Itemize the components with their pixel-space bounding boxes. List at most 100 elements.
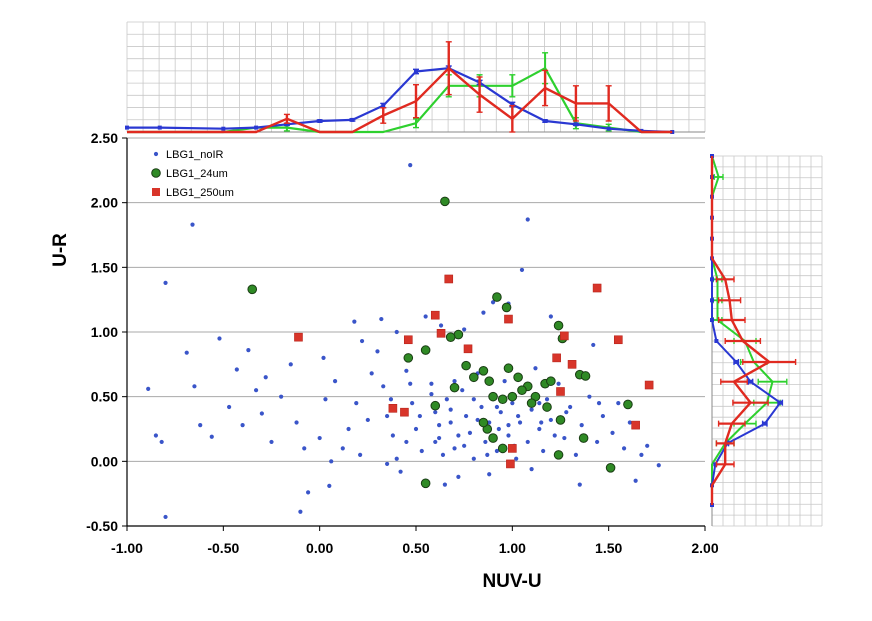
data-point-lbg1-noir: [481, 310, 486, 315]
data-point-lbg1-noir: [456, 474, 461, 479]
data-point-lbg1-noir: [577, 482, 582, 487]
data-point-lbg1-noir: [471, 397, 476, 402]
data-point-lbg1-noir: [494, 404, 500, 410]
legend-label-lbg1-noir: LBG1_noIR: [166, 149, 224, 161]
data-point-lbg1-noir: [379, 316, 384, 322]
data-point-lbg1-noir: [404, 368, 409, 373]
y-tick-label: 1.50: [91, 259, 118, 275]
data-point-lbg1-24um: [497, 443, 508, 454]
data-point-lbg1-noir: [487, 420, 492, 425]
data-point-lbg1-noir: [385, 413, 390, 419]
top-marker-lbg1-noir: [157, 125, 162, 130]
data-point-lbg1-noir: [627, 420, 632, 425]
data-point-lbg1-noir: [159, 439, 164, 445]
right-marker-lbg1-noir: [778, 400, 783, 405]
data-point-lbg1-noir: [354, 401, 359, 406]
data-point-lbg1-noir: [552, 433, 557, 438]
x-tick-label: 1.00: [499, 540, 526, 556]
data-point-lbg1-24um: [449, 382, 460, 393]
top-marker-lbg1-noir: [317, 119, 322, 123]
right-marker-lbg1-noir: [762, 421, 767, 426]
data-point-lbg1-24um: [580, 371, 591, 381]
data-point-lbg1-noir: [394, 456, 399, 461]
right-marker-lbg1-noir: [714, 339, 719, 343]
data-point-lbg1-noir: [548, 417, 553, 423]
data-point-lbg1-noir: [519, 267, 525, 273]
data-point-lbg1-noir: [496, 426, 501, 432]
data-point-lbg1-250um: [504, 314, 513, 324]
data-point-lbg1-noir: [340, 446, 345, 451]
x-tick-label: 0.00: [306, 540, 333, 556]
x-tick-label: 0.50: [402, 540, 429, 556]
legend-label-lbg1-250um: LBG1_250um: [166, 187, 234, 199]
data-point-lbg1-noir: [365, 417, 370, 423]
data-point-lbg1-noir: [610, 430, 615, 435]
data-point-lbg1-noir: [467, 430, 473, 435]
data-point-lbg1-noir: [579, 423, 584, 428]
data-point-lbg1-250um: [644, 380, 654, 390]
data-point-lbg1-noir: [485, 452, 490, 457]
data-point-lbg1-noir: [423, 314, 428, 319]
data-point-lbg1-noir: [448, 420, 453, 425]
data-point-lbg1-noir: [591, 342, 596, 348]
data-point-lbg1-noir: [240, 423, 245, 428]
top-marker-lbg1-noir: [606, 126, 611, 131]
top-marker-lbg1-noir: [510, 102, 515, 107]
top-marker-lbg1-noir: [254, 125, 259, 130]
data-point-lbg1-24um: [488, 433, 498, 443]
data-point-lbg1-noir: [645, 443, 650, 448]
data-point-lbg1-24um: [546, 376, 556, 386]
data-point-lbg1-noir: [448, 407, 453, 412]
data-point-lbg1-noir: [358, 452, 363, 457]
data-point-lbg1-noir: [394, 329, 399, 335]
data-point-lbg1-noir: [573, 452, 579, 457]
data-point-lbg1-noir: [385, 461, 390, 467]
data-point-lbg1-noir: [494, 448, 500, 454]
data-point-lbg1-noir: [533, 366, 538, 371]
y-tick-label: 0.00: [91, 453, 118, 469]
right-marker-lbg1-noir: [734, 359, 739, 364]
data-point-lbg1-24um: [478, 366, 489, 376]
legend-label-lbg1-24um: LBG1_24um: [166, 168, 228, 180]
data-point-lbg1-noir: [298, 509, 303, 514]
y-tick-label: -0.50: [86, 518, 118, 534]
data-point-lbg1-24um: [513, 372, 523, 383]
data-point-lbg1-noir: [516, 413, 521, 419]
data-point-lbg1-24um: [497, 394, 508, 405]
data-point-lbg1-noir: [209, 434, 214, 439]
data-point-lbg1-noir: [184, 350, 189, 355]
data-point-lbg1-24um: [420, 478, 431, 489]
data-point-lbg1-noir: [483, 439, 488, 445]
data-point-lbg1-250um: [388, 404, 398, 413]
data-point-lbg1-24um: [507, 391, 518, 402]
data-point-lbg1-250um: [400, 407, 409, 417]
data-point-lbg1-noir: [302, 446, 307, 451]
data-point-lbg1-noir: [456, 433, 461, 438]
data-point-lbg1-250um: [508, 444, 517, 453]
data-point-lbg1-noir: [329, 459, 334, 464]
data-point-lbg1-250um: [444, 274, 454, 284]
data-point-lbg1-noir: [217, 336, 222, 341]
data-point-lbg1-noir: [306, 490, 311, 495]
top-marker-lbg1-noir: [284, 122, 289, 127]
top-marker-lbg1-noir: [221, 126, 226, 131]
data-point-lbg1-24um: [623, 399, 633, 410]
data-point-lbg1-noir: [452, 446, 457, 451]
data-point-lbg1-noir: [564, 410, 569, 415]
data-point-lbg1-noir: [506, 433, 511, 438]
data-point-lbg1-noir: [595, 439, 600, 445]
data-point-lbg1-250um: [631, 420, 640, 430]
data-point-lbg1-noir: [490, 300, 496, 305]
data-point-lbg1-noir: [398, 469, 403, 474]
data-point-lbg1-24um: [478, 417, 489, 428]
data-point-lbg1-noir: [537, 426, 542, 432]
data-point-lbg1-noir: [529, 466, 534, 472]
right-marker-lbg1-noir: [713, 462, 718, 467]
data-point-lbg1-24um: [503, 363, 514, 374]
data-point-lbg1-noir: [332, 379, 338, 384]
data-point-lbg1-noir: [323, 397, 328, 402]
data-point-lbg1-24um: [440, 196, 450, 207]
y-axis-label: U-R: [50, 233, 71, 267]
